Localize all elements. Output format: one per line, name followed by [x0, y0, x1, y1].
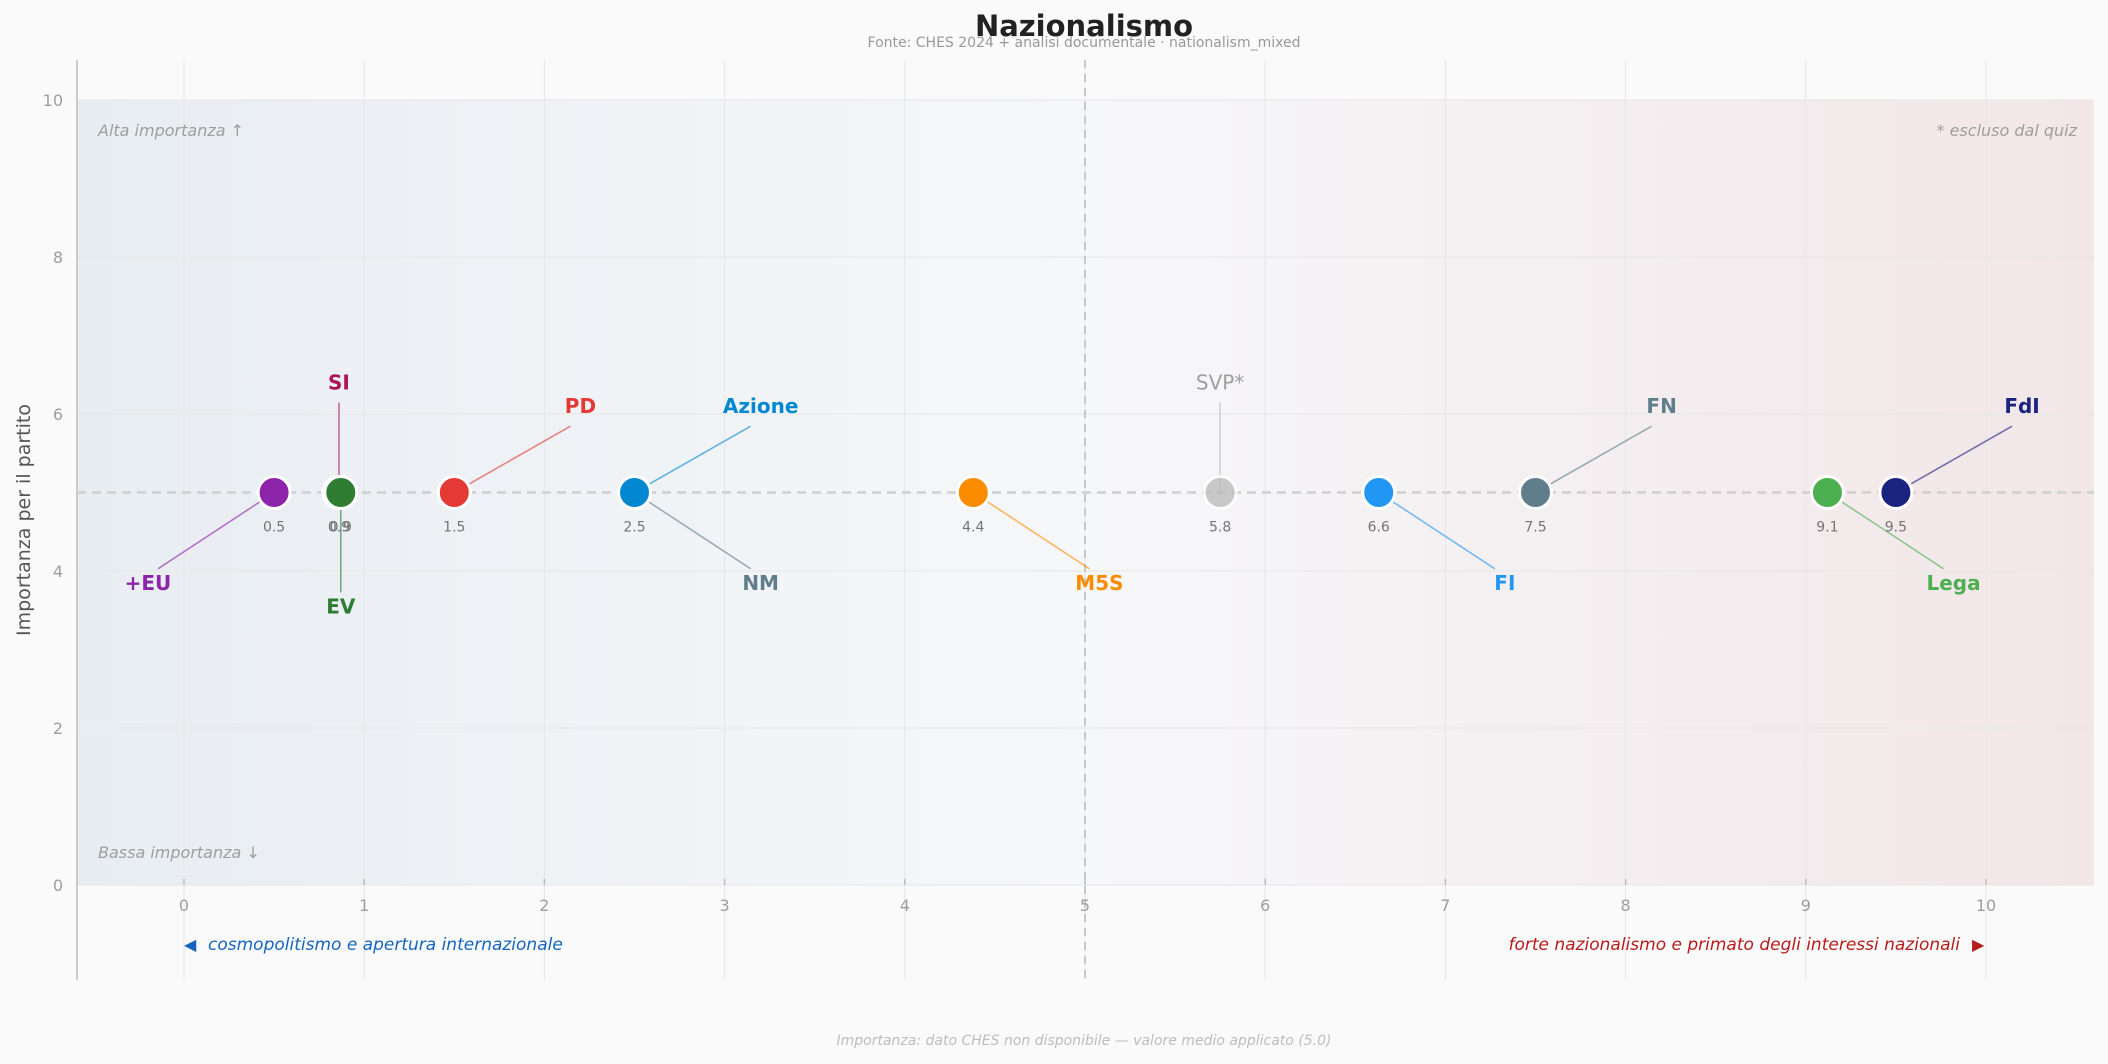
- value-label: 9.1: [1816, 520, 1838, 536]
- party-label: FI: [1494, 571, 1515, 595]
- party-label: M5S: [1075, 571, 1123, 595]
- x-tick-label: 5: [1080, 896, 1090, 915]
- party-marker: [436, 475, 472, 510]
- party-label: EV: [326, 594, 356, 618]
- axes: [76, 60, 2094, 980]
- leader-line: [1895, 425, 2013, 494]
- party-marker: [1361, 475, 1397, 510]
- y-tick-label: 8: [53, 248, 63, 267]
- x-tick-label: 10: [1976, 896, 1996, 915]
- chart-title: Nazionalismo: [975, 9, 1193, 43]
- leader-lines: [157, 402, 2013, 593]
- party-labels: +EU SI EV PD Azione NM M5S SVP* FI FN Lega FdI: [125, 371, 2040, 619]
- party-label: FdI: [2004, 394, 2039, 418]
- corner-label-low: Bassa importanza ↓: [98, 843, 260, 862]
- corner-label-high: Alta importanza ↑: [97, 121, 244, 140]
- party-label: SI: [328, 371, 350, 395]
- chart-subtitle: Fonte: CHES 2024 + analisi documentale ·…: [868, 35, 1301, 51]
- leader-line: [972, 491, 1090, 570]
- party-marker: [256, 475, 292, 510]
- leader-line: [453, 425, 571, 494]
- party-marker: [1878, 475, 1914, 510]
- x-tick-label: 6: [1260, 896, 1270, 915]
- x-tick-label: 2: [539, 896, 549, 915]
- y-axis-label: Importanza per il partito: [13, 404, 35, 636]
- y-tick-label: 0: [53, 876, 63, 895]
- left-pole-label: cosmopolitismo e apertura internazionale: [208, 935, 563, 955]
- left-pole-arrow: ◀: [184, 935, 197, 954]
- x-tick-label: 7: [1440, 896, 1450, 915]
- party-marker: [323, 475, 359, 510]
- party-label: Azione: [723, 394, 799, 418]
- y-tick-label: 10: [43, 91, 63, 110]
- y-tick-label: 6: [53, 405, 63, 424]
- x-tick-label: 3: [720, 896, 730, 915]
- footnote: Importanza: dato CHES non disponibile — …: [837, 1033, 1332, 1049]
- right-pole-arrow: ▶: [1972, 935, 1985, 954]
- leader-line: [634, 491, 752, 570]
- value-label: 9.5: [1885, 520, 1907, 536]
- party-label: FN: [1646, 394, 1676, 418]
- leader-line: [634, 425, 752, 494]
- x-tick-label: 0: [179, 896, 189, 915]
- leader-line: [157, 491, 275, 570]
- excluded-note: * escluso dal quiz: [1937, 121, 2078, 140]
- x-tick-label: 9: [1801, 896, 1811, 915]
- x-tick-label: 8: [1621, 896, 1631, 915]
- value-label: 6.6: [1368, 520, 1390, 536]
- party-marker: [1202, 475, 1238, 510]
- x-tick-label: 4: [900, 896, 910, 915]
- party-marker: [1809, 475, 1845, 510]
- party-marker: [1518, 475, 1553, 510]
- party-label: Lega: [1927, 571, 1981, 595]
- party-marker: [955, 475, 991, 510]
- markers: 0.5 0.90.9 1.5 2.5 4.4 5.8 6.6 7.5 9.1 9.5: [256, 475, 1914, 536]
- party-marker: [617, 475, 652, 510]
- tick-labels: 0 1 2 3 4 5 6 7 8 9 10 0 2 4 6 8 10: [43, 91, 1997, 915]
- leader-line: [1826, 491, 1945, 570]
- x-tick-label: 1: [359, 896, 369, 915]
- party-label: PD: [565, 394, 596, 418]
- value-label: 1.5: [443, 520, 465, 536]
- value-label: 0.9: [330, 520, 352, 536]
- value-label: 4.4: [962, 520, 984, 536]
- party-label: +EU: [125, 571, 172, 595]
- y-tick-label: 2: [53, 719, 63, 738]
- leader-line: [1535, 425, 1653, 494]
- right-pole-label: forte nazionalismo e primato degli inter…: [1509, 935, 1961, 955]
- party-label: NM: [742, 571, 779, 595]
- leader-line: [1378, 491, 1496, 570]
- party-label: SVP*: [1196, 371, 1244, 395]
- value-label: 0.5: [263, 520, 285, 536]
- value-label: 2.5: [623, 520, 645, 536]
- value-label: 7.5: [1524, 520, 1546, 536]
- value-label: 0.9: [328, 520, 350, 536]
- value-label: 5.8: [1209, 520, 1231, 536]
- y-tick-label: 4: [53, 562, 63, 581]
